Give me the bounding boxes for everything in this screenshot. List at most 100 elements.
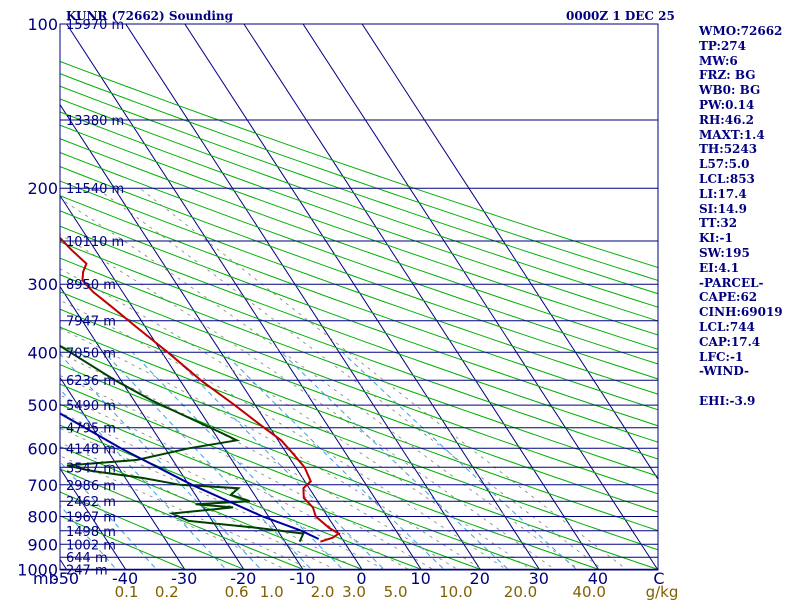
dry-adiabat-line — [60, 364, 602, 570]
height-label: 5490 m — [66, 399, 116, 414]
height-label: 247 m — [66, 563, 108, 578]
isotherm-line — [0, 0, 15, 581]
index-item: MW:6 — [699, 53, 738, 68]
height-label: 644 m — [66, 551, 108, 566]
isotherm-line — [60, 376, 186, 570]
index-item: -WIND- — [699, 364, 749, 379]
mixing-ratio-line — [103, 351, 313, 570]
dry-adiabat-line — [60, 73, 658, 282]
pressure-tick-label: 100 — [27, 15, 58, 34]
dry-adiabat-line — [60, 138, 658, 350]
dry-adiabat-line — [60, 85, 658, 295]
dry-adiabat-line — [60, 383, 543, 570]
height-label: 10110 m — [66, 235, 124, 250]
index-item: KI:-1 — [699, 231, 733, 246]
moist-adiabat-line — [60, 442, 337, 570]
mixing-ratio-line — [60, 388, 228, 570]
dry-adiabat-line — [60, 424, 425, 570]
isotherm-line — [60, 467, 127, 570]
isotherm-line — [361, 24, 658, 481]
dry-adiabat-line — [60, 225, 658, 443]
pressure-tick-label: 700 — [27, 476, 58, 495]
moist-adiabat-line — [60, 268, 532, 570]
dry-adiabat-line — [60, 166, 658, 380]
dry-adiabat-line — [60, 98, 658, 308]
mixing-ratio-line — [60, 353, 263, 570]
height-label: 6236 m — [66, 374, 116, 389]
dry-adiabat-line — [60, 124, 658, 336]
height-label: 7947 m — [66, 315, 116, 330]
dry-adiabat-line — [60, 195, 658, 411]
moist-adiabat-line — [60, 467, 288, 570]
dry-adiabat-line — [60, 468, 306, 570]
dry-adiabat-line — [60, 515, 188, 570]
height-label: 15970 m — [66, 18, 124, 33]
pressure-axis-unit: mb — [33, 569, 59, 588]
dry-adiabat-line — [60, 274, 658, 495]
temperature-tick-label: 20 — [470, 569, 490, 588]
mixing-ratio-label: 40.0 — [572, 583, 605, 600]
mixing-ratio-label: 3.0 — [342, 583, 366, 600]
sounding-time: 0000Z 1 DEC 25 — [566, 9, 675, 23]
index-item: LFC:-1 — [699, 349, 744, 364]
temperature-tick-label: 30 — [529, 569, 549, 588]
index-item: MAXT:1.4 — [699, 127, 765, 142]
plot-frame — [59, 23, 659, 571]
height-label: 1967 m — [66, 511, 116, 526]
moist-adiabat-line — [60, 427, 362, 570]
temperature-tick-label: -20 — [230, 569, 256, 588]
mixing-ratio-line — [60, 461, 158, 570]
index-item: EI:4.1 — [699, 260, 740, 275]
chart-background-lines — [0, 0, 658, 581]
dry-adiabat-line — [60, 326, 658, 551]
index-item: TP:274 — [699, 38, 747, 53]
index-item — [699, 379, 783, 394]
dry-adiabat-line — [60, 257, 658, 477]
index-item: SW:195 — [699, 245, 750, 260]
mixing-ratio-line — [223, 351, 446, 570]
height-label: 1498 m — [66, 525, 116, 540]
isotherm-line — [60, 194, 304, 570]
temperature-tick-label: -50 — [53, 569, 79, 588]
temperature-tick-label: -40 — [112, 569, 138, 588]
mixing-ratio-label: 0.6 — [225, 583, 249, 600]
isotherm-line — [125, 24, 482, 570]
index-item: WB0: BG — [699, 83, 761, 98]
mixing-ratio-line — [132, 351, 344, 570]
moist-adiabat-line — [60, 412, 386, 570]
index-item: PW:0.14 — [699, 97, 755, 112]
temperature-tick-label: -30 — [171, 569, 197, 588]
pressure-tick-label: 800 — [27, 508, 58, 527]
isotherm-line — [243, 24, 600, 570]
height-label: 11540 m — [66, 182, 124, 197]
mixing-ratio-label: 0.2 — [155, 583, 179, 600]
dry-adiabat-line — [60, 210, 658, 427]
index-item: CINH:69019 — [699, 305, 783, 320]
dry-adiabat-line — [60, 151, 658, 365]
dry-adiabat-line — [60, 111, 658, 322]
mixing-ratio-label: 1.0 — [260, 583, 284, 600]
moist-adiabat-line — [60, 375, 435, 570]
dewpoint-profile-line — [60, 344, 305, 543]
moist-adiabat-line — [60, 394, 411, 570]
parcel-profile-line — [60, 412, 320, 540]
mixing-ratio-label: 0.1 — [115, 583, 139, 600]
dry-adiabat-line — [60, 446, 366, 570]
pressure-tick-label: 200 — [27, 179, 58, 198]
dry-adiabat-line — [60, 60, 658, 269]
temperature-profile-line — [60, 236, 341, 543]
mixing-ratio-label: 2.0 — [311, 583, 335, 600]
index-item: TT:32 — [699, 216, 738, 231]
station-title: KUNR (72662) Sounding — [66, 9, 234, 23]
height-label: 2462 m — [66, 495, 116, 510]
dry-adiabat-line — [60, 241, 658, 460]
moist-adiabat-line — [96, 187, 605, 570]
pressure-tick-label: 1000 — [17, 560, 58, 579]
index-item: SI:14.9 — [699, 201, 747, 216]
isotherm-line — [60, 103, 364, 570]
moist-adiabat-line — [60, 328, 484, 570]
height-label: 4795 m — [66, 422, 116, 437]
mixing-ratio-line — [281, 351, 510, 570]
temperature-tick-label: 10 — [410, 569, 430, 588]
